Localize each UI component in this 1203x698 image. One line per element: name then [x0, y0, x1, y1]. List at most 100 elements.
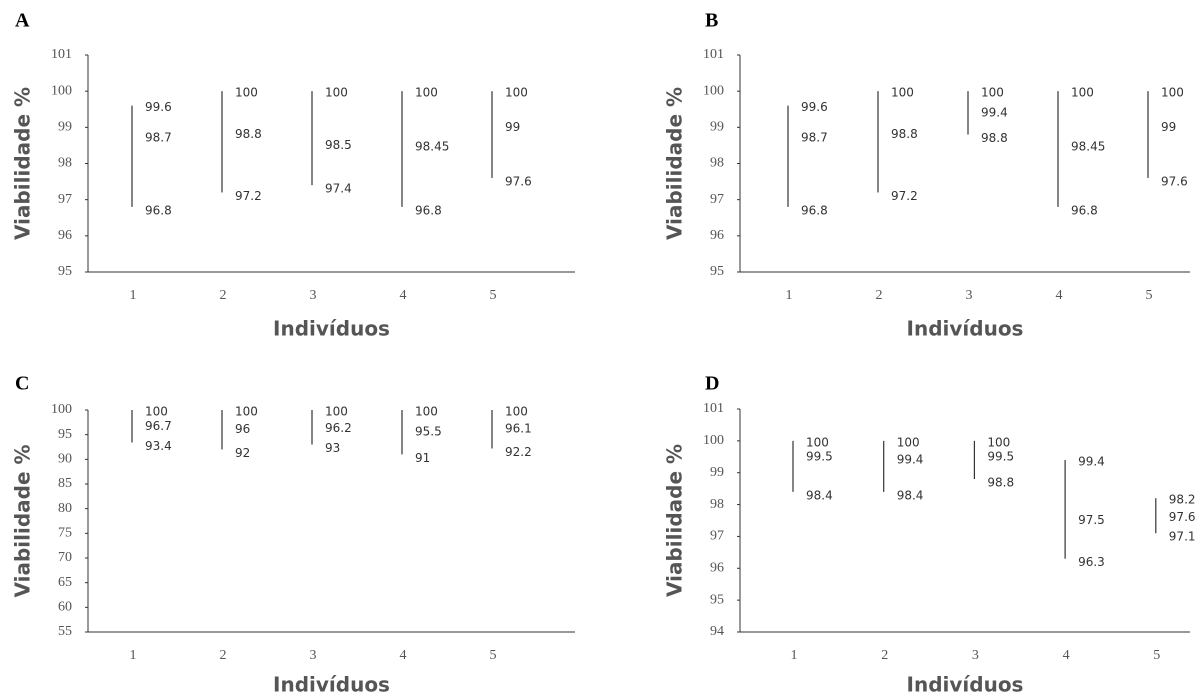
y-tick-label: 95: [710, 592, 724, 607]
low-label: 97.2: [235, 189, 262, 203]
mid-label: 99.4: [897, 452, 924, 466]
high-label: 100: [505, 86, 528, 100]
x-tick-label: 5: [490, 288, 497, 303]
x-axis-title: Indivíduos: [273, 673, 390, 697]
x-tick-label: 3: [310, 648, 317, 663]
mid-label: 98.8: [891, 127, 918, 141]
mid-label: 98.8: [235, 127, 262, 141]
y-tick-label: 70: [58, 550, 72, 565]
mid-label: 98.45: [415, 140, 449, 154]
x-tick-label: 2: [876, 288, 883, 303]
y-tick-label: 95: [58, 264, 72, 279]
y-tick-label: 65: [58, 575, 72, 590]
y-tick-label: 99: [710, 120, 724, 135]
low-label: 96.8: [801, 203, 828, 217]
mid-label: 97.6: [1169, 510, 1196, 524]
y-axis-title: Viabilidade %: [663, 87, 687, 240]
x-tick-label: 3: [310, 288, 317, 303]
mid-label: 99: [1161, 120, 1176, 134]
mid-label: 96.1: [505, 422, 532, 436]
x-tick-label: 4: [1056, 288, 1063, 303]
high-label: 100: [897, 435, 920, 449]
panel-label: B: [705, 10, 718, 32]
high-label: 100: [325, 405, 348, 419]
low-label: 97.6: [505, 174, 532, 188]
x-tick-label: 5: [490, 648, 497, 663]
x-tick-label: 5: [1153, 648, 1160, 663]
mid-label: 96.7: [145, 419, 172, 433]
y-tick-label: 97: [58, 192, 72, 207]
mid-label: 99.5: [987, 449, 1014, 463]
high-label: 100: [806, 435, 829, 449]
low-label: 91: [415, 451, 430, 465]
mid-label: 96: [235, 422, 250, 436]
y-tick-label: 98: [710, 156, 724, 171]
mid-label: 95.5: [415, 425, 442, 439]
low-label: 92.2: [505, 445, 532, 459]
y-tick-label: 95: [58, 427, 72, 442]
low-label: 92: [235, 446, 250, 460]
y-tick-label: 94: [710, 624, 724, 639]
y-tick-label: 97: [710, 192, 724, 207]
low-label: 93: [325, 441, 340, 455]
y-tick-label: 80: [58, 501, 72, 516]
high-label: 100: [325, 86, 348, 100]
low-label: 98.4: [806, 488, 833, 502]
y-tick-label: 100: [703, 433, 724, 448]
x-tick-label: 2: [881, 648, 888, 663]
low-label: 97.4: [325, 182, 352, 196]
x-tick-label: 1: [786, 288, 793, 303]
high-label: 100: [145, 405, 168, 419]
high-label: 100: [235, 86, 258, 100]
high-label: 99.6: [801, 100, 828, 114]
mid-label: 98.5: [325, 138, 352, 152]
y-tick-label: 75: [58, 526, 72, 541]
high-label: 100: [891, 86, 914, 100]
panel-label: C: [15, 373, 29, 395]
mid-label: 98.45: [1071, 140, 1105, 154]
x-tick-label: 5: [1146, 288, 1153, 303]
y-axis-title: Viabilidade %: [11, 444, 35, 597]
x-tick-label: 3: [972, 648, 979, 663]
mid-label: 99.4: [981, 105, 1008, 119]
high-label: 100: [415, 86, 438, 100]
x-tick-label: 4: [400, 648, 407, 663]
x-tick-label: 1: [130, 648, 137, 663]
high-label: 100: [415, 405, 438, 419]
low-label: 97.1: [1169, 530, 1196, 544]
y-tick-label: 90: [58, 452, 72, 467]
x-tick-label: 2: [220, 648, 227, 663]
low-label: 98.8: [987, 476, 1014, 490]
panel-label: A: [15, 10, 30, 32]
high-label: 100: [1071, 86, 1094, 100]
mid-label: 98.7: [801, 131, 828, 145]
mid-label: 97.5: [1078, 513, 1105, 527]
mid-label: 98.7: [145, 131, 172, 145]
low-label: 96.3: [1078, 555, 1105, 569]
y-tick-label: 85: [58, 476, 72, 491]
y-tick-label: 95: [710, 264, 724, 279]
y-tick-label: 55: [58, 624, 72, 639]
high-label: 98.2: [1169, 493, 1196, 507]
high-label: 100: [1161, 86, 1184, 100]
x-tick-label: 1: [130, 288, 137, 303]
mid-label: 96.2: [325, 421, 352, 435]
x-axis-title: Indivíduos: [907, 317, 1024, 341]
y-tick-label: 98: [58, 156, 72, 171]
y-tick-label: 99: [58, 120, 72, 135]
y-tick-label: 99: [710, 465, 724, 480]
low-label: 96.8: [1071, 203, 1098, 217]
mid-label: 99.5: [806, 449, 833, 463]
y-tick-label: 100: [51, 402, 72, 417]
low-label: 97.2: [891, 189, 918, 203]
y-tick-label: 96: [58, 228, 72, 243]
low-label: 93.4: [145, 439, 172, 453]
high-label: 100: [505, 405, 528, 419]
y-tick-label: 100: [51, 83, 72, 98]
x-tick-label: 3: [966, 288, 973, 303]
y-tick-label: 60: [58, 600, 72, 615]
y-axis-title: Viabilidade %: [663, 444, 687, 597]
mid-label: 99: [505, 120, 520, 134]
high-label: 100: [981, 86, 1004, 100]
